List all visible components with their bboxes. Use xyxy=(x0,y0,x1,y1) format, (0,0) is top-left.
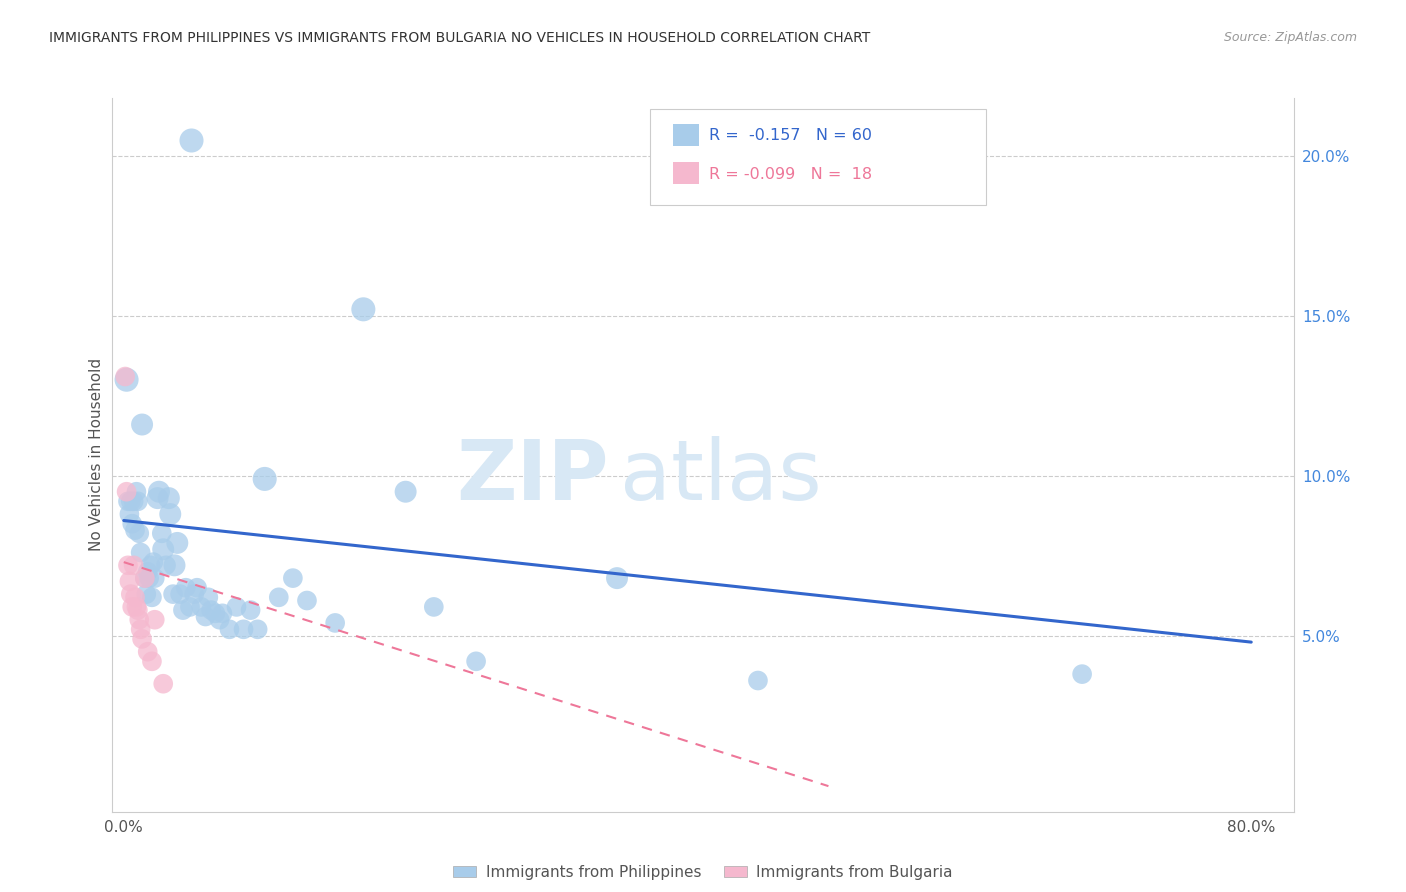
Point xyxy=(194,609,217,624)
Point xyxy=(138,571,160,585)
Point xyxy=(747,673,769,688)
Point xyxy=(143,613,166,627)
Point xyxy=(239,603,262,617)
Point xyxy=(183,587,205,601)
Point xyxy=(121,599,143,614)
Point xyxy=(208,613,231,627)
Point xyxy=(423,599,446,614)
Legend: Immigrants from Philippines, Immigrants from Bulgaria: Immigrants from Philippines, Immigrants … xyxy=(447,859,959,886)
Point xyxy=(136,645,159,659)
Point xyxy=(136,565,159,579)
Point xyxy=(141,591,163,605)
Point xyxy=(246,623,269,637)
Point xyxy=(225,599,247,614)
Point xyxy=(197,591,219,605)
Point xyxy=(127,494,149,508)
Point xyxy=(267,591,290,605)
Point xyxy=(131,417,153,432)
Point xyxy=(128,526,150,541)
Point xyxy=(180,133,202,147)
Point xyxy=(142,555,165,569)
Point xyxy=(218,623,240,637)
Text: ZIP: ZIP xyxy=(456,436,609,516)
Point xyxy=(157,491,180,505)
Point xyxy=(128,613,150,627)
Point xyxy=(166,536,188,550)
Point xyxy=(115,373,138,387)
Point xyxy=(134,571,156,585)
Point xyxy=(352,302,374,317)
Point xyxy=(117,558,139,573)
Point xyxy=(117,494,139,508)
Point xyxy=(179,599,201,614)
FancyBboxPatch shape xyxy=(673,161,699,184)
Point xyxy=(323,615,346,630)
Point xyxy=(150,526,173,541)
Point xyxy=(232,623,254,637)
Point xyxy=(152,677,174,691)
Point xyxy=(122,558,145,573)
Point xyxy=(152,542,174,557)
Point xyxy=(295,593,318,607)
Point xyxy=(186,581,208,595)
Point xyxy=(162,587,184,601)
FancyBboxPatch shape xyxy=(673,124,699,146)
Point xyxy=(200,603,222,617)
Text: R =  -0.157   N = 60: R = -0.157 N = 60 xyxy=(709,128,872,144)
Point xyxy=(118,574,141,589)
Point xyxy=(204,607,226,621)
FancyBboxPatch shape xyxy=(650,109,987,205)
Point xyxy=(143,571,166,585)
Point xyxy=(131,632,153,646)
Point xyxy=(394,484,416,499)
Point xyxy=(163,558,186,573)
Point xyxy=(135,587,157,601)
Point xyxy=(115,484,138,499)
Text: Source: ZipAtlas.com: Source: ZipAtlas.com xyxy=(1223,31,1357,45)
Point xyxy=(141,654,163,668)
Point xyxy=(172,603,194,617)
Point xyxy=(134,571,156,585)
Point xyxy=(174,581,197,595)
Point xyxy=(155,558,177,573)
Point xyxy=(606,571,628,585)
Point xyxy=(281,571,304,585)
Point xyxy=(127,603,149,617)
Point xyxy=(190,599,212,614)
Point xyxy=(125,599,148,614)
Point xyxy=(169,587,191,601)
Point xyxy=(114,369,136,384)
Point xyxy=(139,558,162,573)
Point xyxy=(125,484,148,499)
Point xyxy=(159,507,181,521)
Point xyxy=(120,494,142,508)
Point xyxy=(129,623,152,637)
Point xyxy=(148,484,170,499)
Point xyxy=(253,472,276,486)
Point xyxy=(211,607,233,621)
Point xyxy=(124,523,146,537)
Text: R = -0.099   N =  18: R = -0.099 N = 18 xyxy=(709,167,872,182)
Point xyxy=(120,587,142,601)
Point xyxy=(122,494,145,508)
Point xyxy=(129,545,152,559)
Point xyxy=(121,516,143,531)
Point xyxy=(124,591,146,605)
Text: atlas: atlas xyxy=(620,436,823,516)
Point xyxy=(146,491,169,505)
Y-axis label: No Vehicles in Household: No Vehicles in Household xyxy=(89,359,104,551)
Point xyxy=(465,654,488,668)
Text: IMMIGRANTS FROM PHILIPPINES VS IMMIGRANTS FROM BULGARIA NO VEHICLES IN HOUSEHOLD: IMMIGRANTS FROM PHILIPPINES VS IMMIGRANT… xyxy=(49,31,870,45)
Point xyxy=(1071,667,1094,681)
Point xyxy=(118,507,141,521)
